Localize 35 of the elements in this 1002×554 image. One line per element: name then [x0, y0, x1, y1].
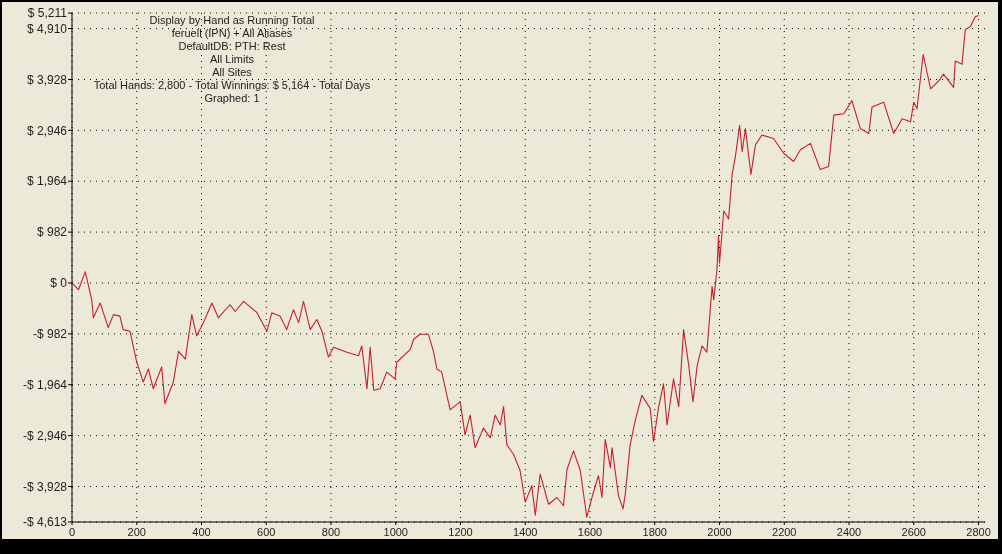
x-tick-label: 1000 [383, 526, 408, 538]
annotation: DefaultDB: PTH: Rest [178, 40, 286, 52]
annotation: All Limits [209, 53, 255, 65]
y-tick-label: -$ 4,613 [22, 515, 68, 530]
annotation: feruell (IPN) + All Aliases [171, 27, 293, 39]
y-tick-label: -$ 1,964 [22, 377, 68, 392]
y-tick-label: $ 3,928 [26, 72, 68, 87]
y-tick-label: $ 982 [36, 225, 68, 240]
y-tick-label: -$ 3,928 [22, 479, 68, 494]
x-tick-label: 1400 [513, 526, 538, 538]
x-tick-label: 600 [257, 526, 276, 538]
y-tick-label: $ 2,946 [26, 123, 68, 138]
y-tick-label: $ 0 [50, 276, 68, 291]
x-tick-label: 800 [321, 526, 341, 538]
annotation: All Sites [212, 66, 253, 78]
x-tick-label: 2800 [966, 526, 991, 538]
x-tick-label: 1800 [642, 526, 668, 538]
x-tick-label: 0 [68, 526, 76, 538]
chart-title: Display by Hand as Running Total [149, 14, 315, 26]
line-series [71, 14, 980, 518]
x-tick-label: 1600 [577, 526, 603, 538]
y-tick-label: $ 5,211 [27, 6, 68, 21]
x-tick-label: 1200 [448, 526, 473, 538]
x-tick-label: 2200 [772, 526, 797, 538]
y-tick-label: -$ 982 [32, 327, 68, 342]
y-tick-label: $ 1,964 [26, 174, 68, 189]
x-tick-label: 2400 [836, 526, 862, 538]
y-tick-label: $ 4,910 [26, 21, 68, 36]
annotation: Total Hands: 2,800 - Total Winnings: $ 5,164 - Total Days [93, 79, 371, 91]
x-tick-label: 2000 [707, 526, 732, 538]
y-tick-label: -$ 2,946 [22, 428, 68, 443]
x-tick-label: 400 [192, 526, 211, 538]
x-tick-label: 2600 [901, 526, 927, 538]
annotation: Graphed: 1 [204, 92, 260, 104]
x-tick-label: 200 [127, 526, 146, 538]
